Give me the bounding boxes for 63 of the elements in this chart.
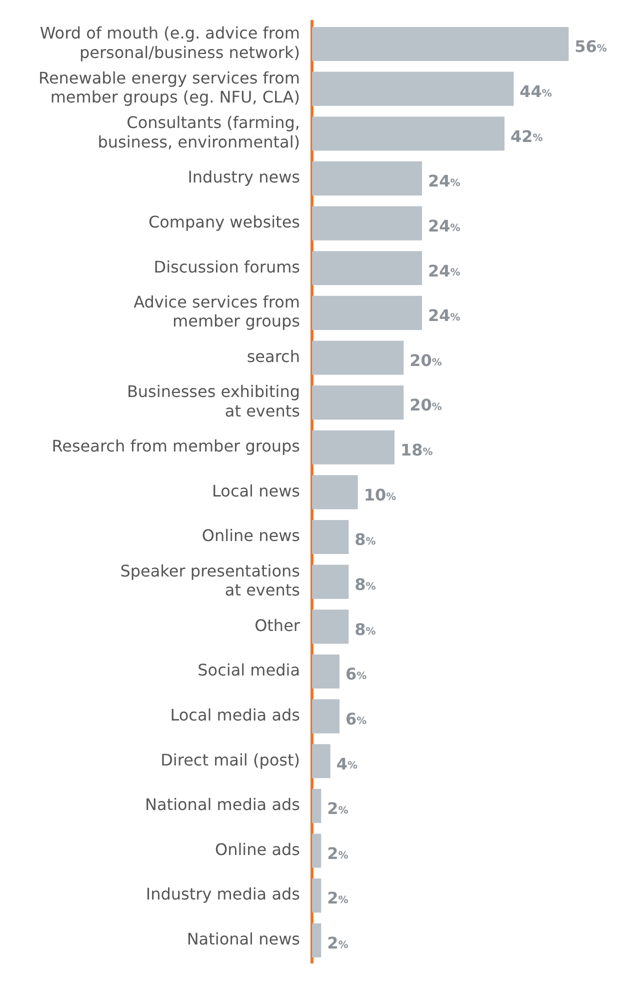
y-tick-label: Online ads (215, 840, 300, 859)
y-tick-label: Social media (198, 660, 300, 680)
bar (312, 430, 394, 464)
data-label: 6% (346, 664, 367, 684)
data-label: 4% (336, 754, 358, 774)
bar (312, 340, 404, 375)
data-label: 8% (354, 574, 376, 594)
data-label: 8% (354, 530, 376, 550)
bar (312, 520, 349, 554)
data-label: 44% (520, 82, 552, 101)
data-label: 2% (327, 844, 348, 863)
bar (312, 788, 322, 823)
data-label: 24% (428, 261, 460, 280)
bar (312, 26, 569, 62)
data-label: 2% (327, 799, 348, 818)
y-tick-label: Other (254, 616, 300, 635)
data-label: 42% (510, 126, 543, 146)
data-label: 24% (428, 172, 460, 191)
bar (312, 116, 504, 151)
bar (312, 610, 349, 644)
data-label: 18% (400, 440, 433, 460)
y-tick-label: Local news (212, 481, 300, 500)
data-label: 6% (346, 709, 367, 728)
bar (312, 923, 322, 958)
y-tick-label: Renewable energy services from member groups (eg. NFU, CLA) (38, 68, 300, 107)
data-label: 2% (327, 888, 348, 908)
data-label: 20% (410, 350, 442, 370)
bar (312, 206, 422, 240)
bar (312, 878, 322, 913)
data-label: 20% (410, 396, 442, 415)
y-tick-label: Discussion forums (154, 257, 300, 276)
y-tick-label: search (246, 346, 300, 366)
y-tick-label: Direct mail (post) (160, 750, 300, 770)
bar (312, 386, 404, 420)
y-tick-label: Industry media ads (146, 884, 300, 904)
y-tick-label: Industry news (188, 168, 300, 187)
data-label: 24% (428, 306, 460, 326)
data-label: 24% (428, 216, 460, 236)
bar (312, 744, 330, 778)
bar (312, 72, 514, 106)
bar (312, 834, 322, 868)
data-label: 10% (364, 485, 396, 504)
y-tick-label: National media ads (145, 795, 300, 814)
y-tick-label: Speaker presentations at events (120, 561, 300, 600)
y-tick-label: Word of mouth (e.g. advice from personal/business network) (40, 24, 300, 62)
y-tick-label: Research from member groups (52, 436, 300, 456)
y-tick-label: Company websites (148, 212, 300, 232)
y-tick-label: National news (186, 930, 300, 949)
bar (312, 475, 358, 510)
data-label: 8% (354, 620, 376, 639)
y-tick-label: Online news (202, 526, 300, 546)
data-label: 2% (327, 934, 348, 953)
bar (312, 654, 340, 689)
data-label: 56% (574, 37, 607, 56)
y-tick-label: Advice services from member groups (134, 292, 300, 331)
bar (312, 564, 349, 599)
bar (312, 296, 422, 330)
y-tick-label: Local media ads (170, 705, 300, 724)
y-tick-label: Businesses exhibiting at events (126, 382, 300, 420)
bar (312, 251, 422, 286)
bar (312, 699, 340, 734)
y-tick-label: Consultants (farming, business, environmental) (98, 113, 300, 152)
bar (312, 161, 422, 196)
